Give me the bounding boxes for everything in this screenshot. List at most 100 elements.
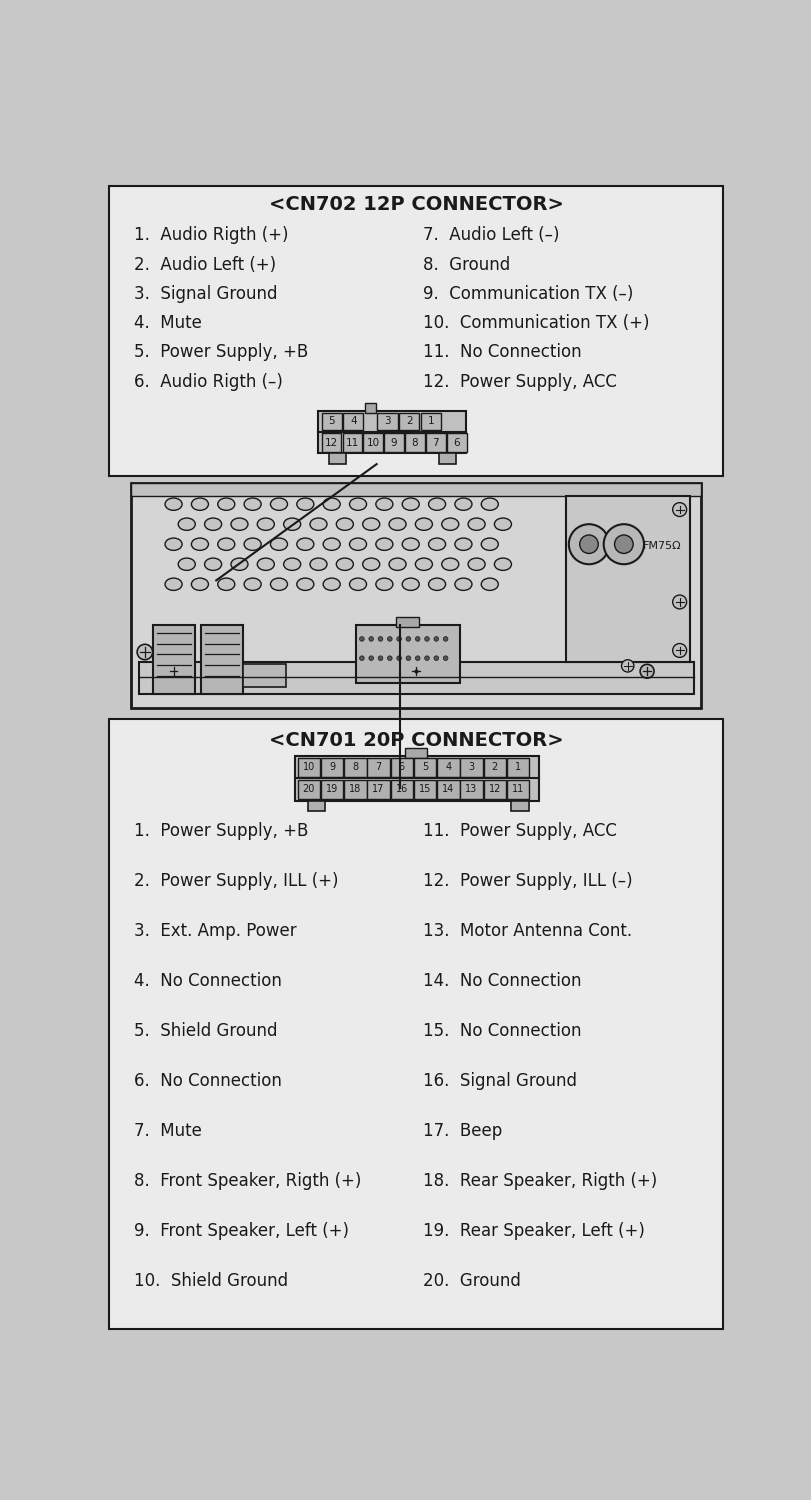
Text: 14.  No Connection: 14. No Connection <box>423 972 581 990</box>
Text: 5: 5 <box>328 417 335 426</box>
Circle shape <box>406 656 410 660</box>
Text: 9.  Front Speaker, Left (+): 9. Front Speaker, Left (+) <box>134 1222 349 1240</box>
Text: 3: 3 <box>468 762 474 772</box>
Ellipse shape <box>165 578 182 591</box>
Ellipse shape <box>336 558 353 570</box>
Text: 5.  Power Supply, +B: 5. Power Supply, +B <box>134 344 308 362</box>
Ellipse shape <box>441 518 458 531</box>
Text: 6.  Audio Rigth (–): 6. Audio Rigth (–) <box>134 372 282 390</box>
Ellipse shape <box>349 538 366 550</box>
Text: 16.  Signal Ground: 16. Signal Ground <box>423 1072 577 1090</box>
Circle shape <box>415 636 419 640</box>
Circle shape <box>424 656 429 660</box>
Bar <box>363 433 382 451</box>
Circle shape <box>368 636 373 640</box>
Text: 16: 16 <box>395 784 407 795</box>
Ellipse shape <box>165 498 182 510</box>
Circle shape <box>387 656 392 660</box>
Ellipse shape <box>349 578 366 591</box>
Bar <box>511 801 528 812</box>
Circle shape <box>368 656 373 660</box>
Ellipse shape <box>481 578 498 591</box>
Circle shape <box>137 645 152 660</box>
Circle shape <box>397 636 401 640</box>
Text: 12.  Power Supply, ILL (–): 12. Power Supply, ILL (–) <box>423 871 632 889</box>
Text: 2.  Audio Left (+): 2. Audio Left (+) <box>134 255 276 273</box>
Circle shape <box>359 656 364 660</box>
Text: 5: 5 <box>422 762 427 772</box>
Text: 12: 12 <box>324 438 337 447</box>
Circle shape <box>672 596 686 609</box>
Circle shape <box>569 524 608 564</box>
Text: 15: 15 <box>418 784 431 795</box>
Ellipse shape <box>165 538 182 550</box>
Circle shape <box>378 636 382 640</box>
Ellipse shape <box>388 518 406 531</box>
Bar <box>565 496 689 662</box>
Bar <box>342 433 362 451</box>
Bar <box>365 404 375 412</box>
Ellipse shape <box>454 538 471 550</box>
Bar <box>377 413 397 430</box>
Circle shape <box>579 536 598 554</box>
Ellipse shape <box>283 518 300 531</box>
Circle shape <box>415 656 419 660</box>
Ellipse shape <box>270 538 287 550</box>
Bar <box>405 433 424 451</box>
Bar <box>321 413 341 430</box>
Text: 6: 6 <box>453 438 460 447</box>
Ellipse shape <box>441 558 458 570</box>
Bar <box>414 758 436 777</box>
Bar <box>297 758 320 777</box>
Ellipse shape <box>244 498 261 510</box>
Ellipse shape <box>310 558 327 570</box>
Ellipse shape <box>323 578 340 591</box>
Bar <box>396 618 418 627</box>
Text: 2: 2 <box>491 762 497 772</box>
Bar <box>139 662 693 694</box>
Circle shape <box>378 656 382 660</box>
Ellipse shape <box>297 578 314 591</box>
Text: 4: 4 <box>350 417 356 426</box>
Ellipse shape <box>191 498 208 510</box>
Ellipse shape <box>217 578 234 591</box>
Text: 1.  Audio Rigth (+): 1. Audio Rigth (+) <box>134 226 288 244</box>
Circle shape <box>359 636 364 640</box>
Text: 9: 9 <box>390 438 397 447</box>
Ellipse shape <box>494 518 511 531</box>
Ellipse shape <box>481 498 498 510</box>
Text: 18.  Rear Speaker, Rigth (+): 18. Rear Speaker, Rigth (+) <box>423 1172 657 1190</box>
Text: 13: 13 <box>465 784 477 795</box>
Bar <box>321 433 341 451</box>
Ellipse shape <box>401 538 418 550</box>
Bar <box>131 483 701 496</box>
Bar <box>460 758 483 777</box>
Text: 4: 4 <box>444 762 451 772</box>
Ellipse shape <box>178 518 195 531</box>
Bar <box>405 748 427 758</box>
Bar <box>320 758 343 777</box>
Circle shape <box>406 636 410 640</box>
Text: 12: 12 <box>488 784 500 795</box>
Text: 8: 8 <box>352 762 358 772</box>
Text: FM75Ω: FM75Ω <box>642 542 681 550</box>
Ellipse shape <box>467 558 484 570</box>
Ellipse shape <box>375 498 393 510</box>
Ellipse shape <box>257 558 274 570</box>
Circle shape <box>603 524 643 564</box>
Circle shape <box>620 660 633 672</box>
Ellipse shape <box>244 538 261 550</box>
Bar <box>344 758 366 777</box>
Bar <box>384 433 403 451</box>
Bar <box>436 780 459 800</box>
Bar <box>420 413 440 430</box>
Text: 8.  Ground: 8. Ground <box>423 255 510 273</box>
Text: 7: 7 <box>375 762 381 772</box>
Text: 8: 8 <box>411 438 418 447</box>
Circle shape <box>443 636 448 640</box>
Bar <box>109 186 722 477</box>
Ellipse shape <box>191 578 208 591</box>
Bar <box>320 780 343 800</box>
Text: 1: 1 <box>427 417 434 426</box>
Text: 3: 3 <box>384 417 390 426</box>
